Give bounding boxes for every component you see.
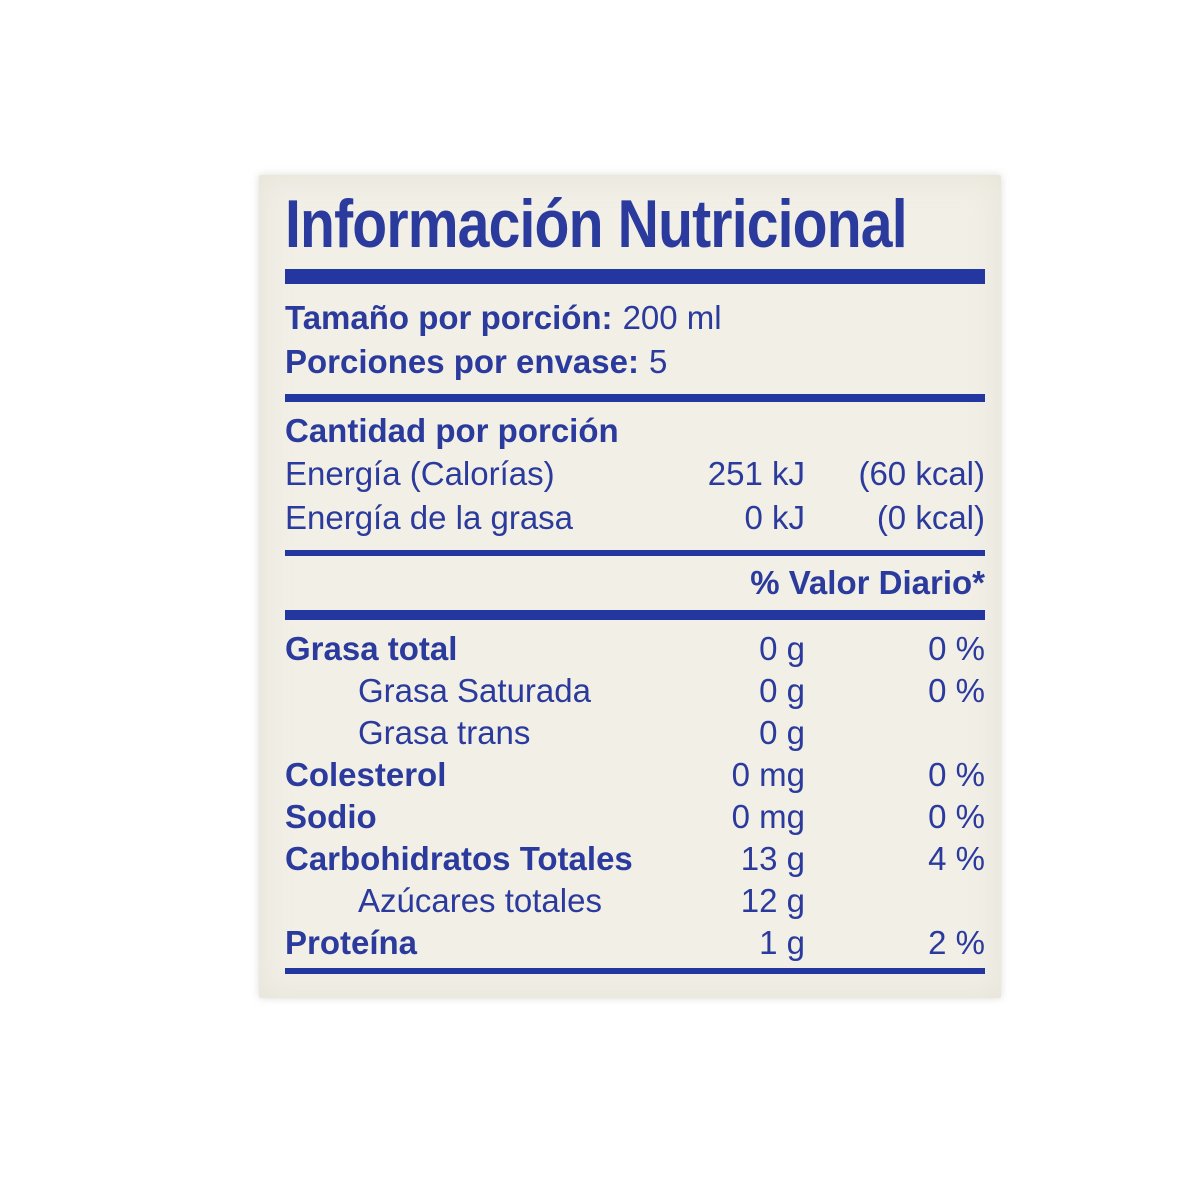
divider-bottom	[285, 968, 985, 974]
nutrient-amount: 12 g	[740, 882, 805, 919]
nutrient-name: Grasa trans	[358, 714, 531, 751]
serving-size-value: 200 ml	[622, 299, 722, 336]
nutrient-dv: 0 %	[928, 630, 985, 667]
nutrient-amount: 0 mg	[731, 756, 805, 793]
nutrient-amount: 0 mg	[731, 798, 805, 835]
table-row: Colesterol 0 mg 0 %	[285, 754, 985, 796]
nutrient-name: Grasa total	[285, 630, 458, 667]
nutrient-name: Carbohidratos Totales	[285, 840, 633, 877]
serving-size-label: Tamaño por porción:	[285, 299, 613, 336]
servings-per-container-value: 5	[648, 343, 668, 380]
energy-name: Energía (Calorías)	[285, 455, 555, 492]
servings-per-container-line: Porciones por envase: 5	[285, 340, 985, 384]
nutrient-dv: 0 %	[928, 672, 985, 709]
label-title: Información Nutricional	[285, 186, 908, 262]
nutrient-name: Proteína	[285, 924, 418, 961]
divider-header	[285, 269, 985, 284]
divider-serving	[285, 394, 985, 402]
table-row: Sodio 0 mg 0 %	[285, 796, 985, 838]
nutrient-name: Grasa Saturada	[358, 672, 591, 709]
energy-fat-kcal: (0 kcal)	[876, 499, 985, 536]
table-row: Grasa total 0 g 0 %	[285, 628, 985, 670]
daily-value-heading: % Valor Diario*	[750, 564, 985, 601]
nutrient-amount: 0 g	[759, 630, 805, 667]
nutrient-amount: 0 g	[759, 714, 805, 751]
nutrient-name: Azúcares totales	[358, 882, 602, 919]
energy-kcal: (60 kcal)	[858, 455, 985, 492]
serving-size-line: Tamaño por porción: 200 ml	[285, 296, 985, 340]
servings-per-container-label: Porciones por envase:	[285, 343, 639, 380]
energy-kj: 251 kJ	[707, 455, 805, 492]
nutrient-name: Sodio	[285, 798, 377, 835]
table-row: Grasa trans 0 g	[285, 712, 985, 754]
serving-info: Tamaño por porción: 200 ml Porciones por …	[285, 296, 985, 384]
energy-fat-row: Energía de la grasa 0 kJ (0 kcal)	[285, 496, 985, 540]
divider-daily-value	[285, 610, 985, 620]
nutrient-amount: 0 g	[759, 672, 805, 709]
divider-energy	[285, 550, 985, 556]
nutrient-dv: 0 %	[928, 798, 985, 835]
nutrient-amount: 1 g	[759, 924, 805, 961]
nutrient-name: Colesterol	[285, 756, 447, 793]
nutrient-dv: 4 %	[928, 840, 985, 877]
table-row: Proteína 1 g 2 %	[285, 922, 985, 964]
table-row: Azúcares totales 12 g	[285, 880, 985, 922]
nutrient-dv: 0 %	[928, 756, 985, 793]
table-row: Carbohidratos Totales 13 g 4 %	[285, 838, 985, 880]
energy-row: Energía (Calorías) 251 kJ (60 kcal)	[285, 452, 985, 496]
table-row: Grasa Saturada 0 g 0 %	[285, 670, 985, 712]
energy-fat-kj: 0 kJ	[744, 499, 805, 536]
nutrient-dv: 2 %	[928, 924, 985, 961]
nutrient-rows: Grasa total 0 g 0 % Grasa Saturada 0 g 0…	[285, 628, 985, 964]
nutrition-label-panel: Información Nutricional Tamaño por porci…	[259, 175, 1001, 998]
nutrient-amount: 13 g	[740, 840, 805, 877]
amount-per-serving-heading: Cantidad por porción	[285, 412, 619, 449]
energy-fat-name: Energía de la grasa	[285, 499, 574, 536]
